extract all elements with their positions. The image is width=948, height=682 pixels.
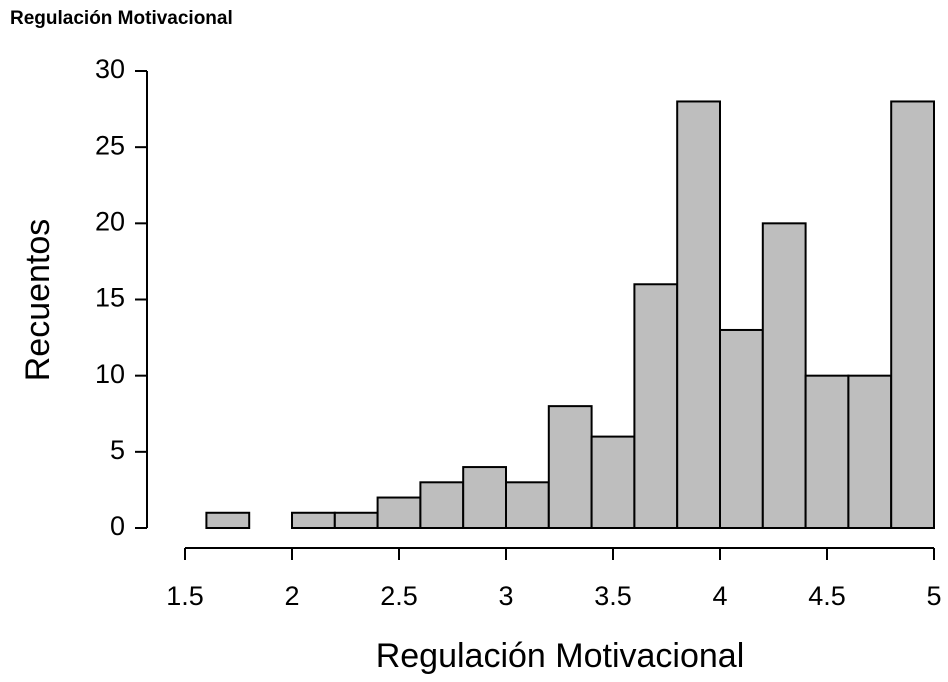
x-tick-label: 4.5 (808, 581, 846, 611)
bar (804, 374, 850, 529)
bar (890, 100, 936, 529)
bar (505, 481, 550, 529)
chart-title: Regulación Motivacional (10, 8, 233, 29)
x-tick-label: 1.5 (166, 581, 204, 611)
y-tick-label: 25 (95, 130, 125, 160)
y-tick-label: 20 (95, 206, 125, 236)
x-axis-label: Regulación Motivacional (376, 637, 745, 675)
y-tick-label: 5 (110, 435, 125, 465)
x-tick-label: 2 (284, 581, 299, 611)
bar (847, 374, 893, 529)
x-tick-label: 4 (712, 581, 727, 611)
bar (719, 328, 764, 530)
bar (462, 466, 508, 530)
bar (633, 283, 679, 529)
bar (419, 481, 465, 529)
x-tick-label: 3 (498, 581, 513, 611)
x-tick-label: 5 (926, 581, 941, 611)
y-tick-label: 0 (110, 511, 125, 541)
bar (676, 100, 722, 529)
bar (761, 222, 807, 529)
bar (590, 435, 636, 530)
y-tick-label: 15 (95, 283, 125, 313)
bar (205, 511, 251, 529)
bar (547, 405, 593, 529)
x-tick-label: 3.5 (594, 581, 632, 611)
y-axis-label: Recuentos (19, 219, 57, 382)
bar (291, 511, 336, 529)
x-tick-label: 2.5 (380, 581, 418, 611)
bar (333, 511, 379, 529)
y-tick-label: 10 (95, 359, 125, 389)
bar (376, 496, 422, 529)
y-tick-label: 30 (95, 54, 125, 84)
